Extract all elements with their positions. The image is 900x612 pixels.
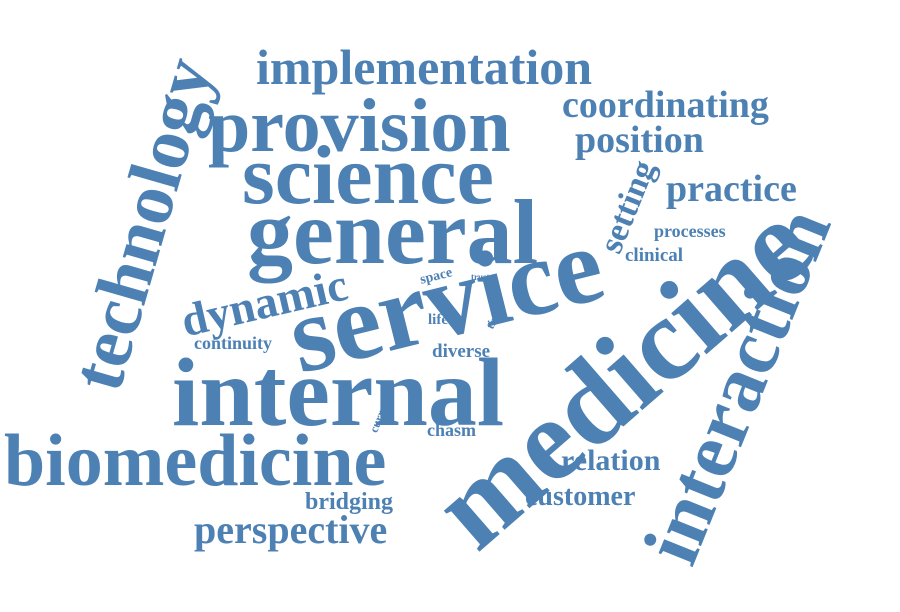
- word-position: position: [575, 121, 704, 159]
- word-chasm: chasm: [427, 421, 476, 439]
- word-setting: setting: [594, 156, 662, 258]
- word-perspective: perspective: [194, 510, 387, 550]
- word-relation: relation: [561, 446, 660, 476]
- word-customer: customer: [525, 483, 635, 511]
- word-life: life: [428, 313, 448, 328]
- word-biomedicine: biomedicine: [4, 424, 386, 498]
